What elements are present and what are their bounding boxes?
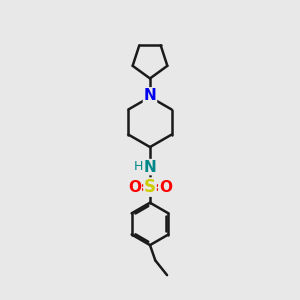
- Text: O: O: [159, 180, 172, 195]
- Text: N: N: [144, 88, 156, 103]
- Text: N: N: [144, 160, 156, 175]
- Text: O: O: [128, 180, 141, 195]
- Text: H: H: [134, 160, 143, 173]
- Text: S: S: [144, 178, 156, 196]
- Text: N: N: [144, 88, 156, 103]
